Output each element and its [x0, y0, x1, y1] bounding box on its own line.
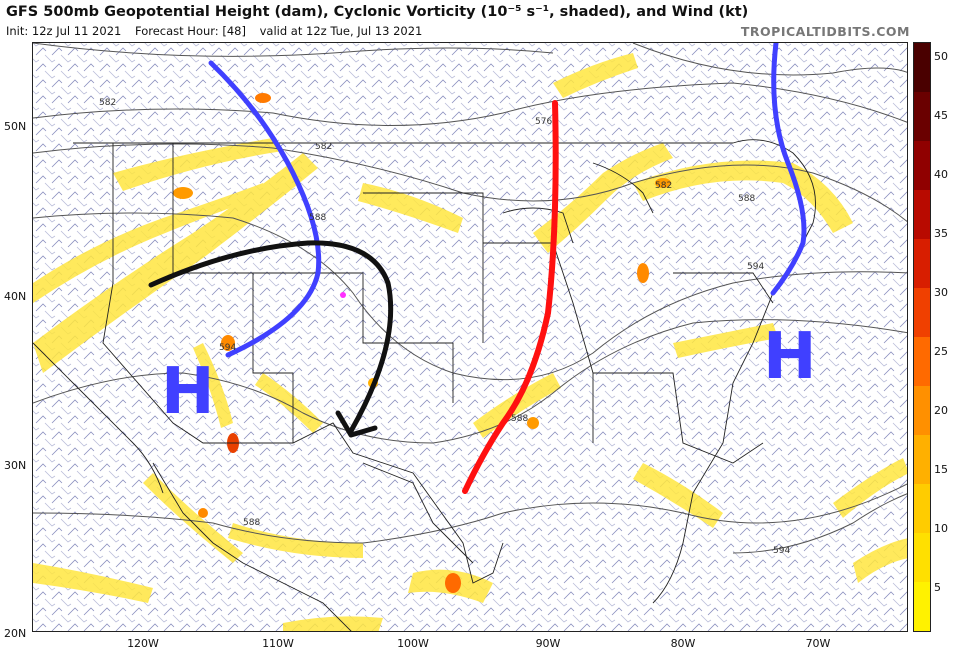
- colorbar-segment: [914, 288, 930, 337]
- colorbar-segment: [914, 386, 930, 435]
- colorbar-segment: [914, 92, 930, 141]
- colorbar-tick-label: 15: [934, 463, 948, 476]
- colorbar: [913, 42, 931, 632]
- colorbar-tick-label: 50: [934, 50, 948, 63]
- lon-label-80w: 80W: [670, 637, 696, 650]
- high-pressure-west: H: [161, 355, 215, 429]
- contour-label: 588: [243, 518, 260, 528]
- forecast-hour: Forecast Hour: [48]: [134, 24, 246, 38]
- trough-axis-red: [462, 100, 559, 494]
- colorbar-tick-label: 30: [934, 286, 948, 299]
- colorbar-segment: [914, 43, 930, 92]
- lat-label-30n: 30N: [4, 459, 27, 472]
- contour-label: 588: [309, 213, 326, 223]
- contour-label: 594: [747, 262, 764, 272]
- colorbar-tick-label: 5: [934, 581, 941, 594]
- contour-label: 576: [535, 117, 552, 127]
- map-subtitle: Init: 12z Jul 11 2021 Forecast Hour: [48…: [6, 24, 432, 38]
- political-boundaries: [33, 139, 816, 631]
- colorbar-tick-label: 25: [934, 345, 948, 358]
- high-pressure-east: H: [763, 320, 817, 394]
- map-svg: 582 582 588 594 576 582 588 594 588 588 …: [33, 43, 907, 631]
- contour-label: 582: [99, 98, 116, 108]
- brand-watermark: TROPICALTIDBITS.COM: [740, 24, 910, 39]
- colorbar-tick-label: 20: [934, 404, 948, 417]
- contour-label: 594: [219, 343, 236, 353]
- colorbar-segment: [914, 239, 930, 288]
- init-time: Init: 12z Jul 11 2021: [6, 24, 122, 38]
- chart-header: GFS 500mb Geopotential Height (dam), Cyc…: [4, 2, 914, 42]
- contour-label: 582: [655, 181, 672, 191]
- lat-label-50n: 50N: [4, 120, 27, 133]
- colorbar-segment: [914, 337, 930, 386]
- lon-label-120w: 120W: [127, 637, 159, 650]
- flow-arrowhead: [335, 410, 378, 438]
- colorbar-tick-label: 10: [934, 522, 948, 535]
- colorbar-segment: [914, 435, 930, 484]
- colorbar-tick-label: 35: [934, 227, 948, 240]
- colorbar-tick-label: 40: [934, 168, 948, 181]
- map-area: 582 582 588 594 576 582 588 594 588 588 …: [32, 42, 908, 632]
- lon-label-100w: 100W: [397, 637, 429, 650]
- flow-arrow-black: [148, 240, 394, 434]
- colorbar-segment: [914, 141, 930, 190]
- height-contours: [33, 43, 907, 554]
- ridge-axis-east: [770, 43, 807, 296]
- map-title: GFS 500mb Geopotential Height (dam), Cyc…: [6, 4, 749, 20]
- colorbar-segment: [914, 484, 930, 533]
- magenta-dot: [340, 292, 346, 298]
- colorbar-tick-label: 45: [934, 109, 948, 122]
- contour-label: 582: [315, 142, 332, 152]
- lat-label-40n: 40N: [4, 290, 27, 303]
- lat-label-20n: 20N: [4, 627, 27, 640]
- lon-label-90w: 90W: [535, 637, 561, 650]
- colorbar-segment: [914, 190, 930, 239]
- vorticity-shading: [33, 53, 907, 631]
- colorbar-segment: [914, 582, 930, 631]
- lon-label-110w: 110W: [262, 637, 294, 650]
- valid-time: valid at 12z Tue, Jul 13 2021: [259, 24, 423, 38]
- lon-label-70w: 70W: [805, 637, 831, 650]
- vorticity-peaks: [173, 93, 671, 593]
- contour-label: 588: [738, 194, 755, 204]
- colorbar-segment: [914, 533, 930, 582]
- ridge-axis-west: [208, 60, 322, 358]
- contour-label: 594: [773, 546, 790, 556]
- contour-label: 588: [511, 414, 528, 424]
